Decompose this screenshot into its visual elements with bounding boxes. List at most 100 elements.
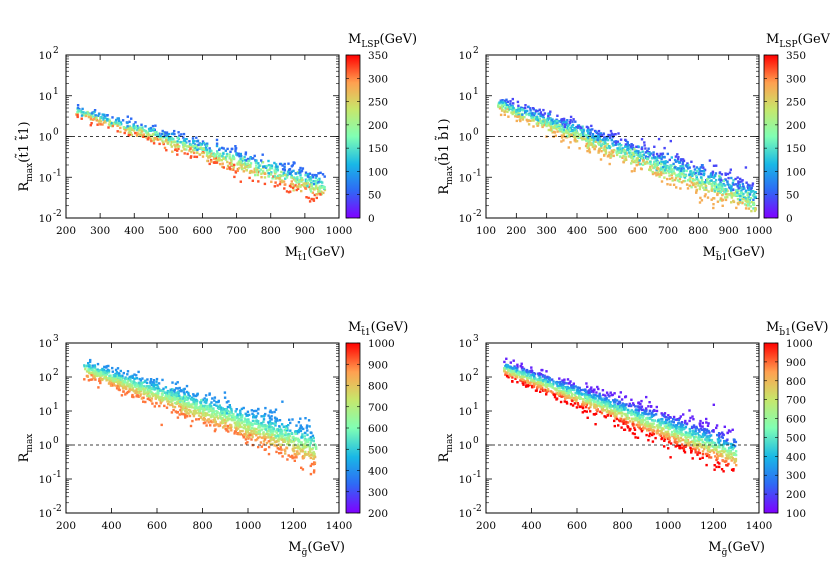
data-point xyxy=(669,159,671,161)
data-point xyxy=(700,166,702,168)
data-point xyxy=(675,186,677,188)
data-point xyxy=(671,177,673,179)
data-point xyxy=(251,409,253,411)
data-point xyxy=(292,436,294,438)
data-point xyxy=(240,155,242,157)
data-point xyxy=(307,182,309,184)
data-point xyxy=(234,422,236,424)
data-point xyxy=(248,414,250,416)
data-point xyxy=(267,414,269,416)
data-point xyxy=(279,163,281,165)
data-point xyxy=(85,115,87,117)
data-point xyxy=(239,426,241,428)
data-point xyxy=(257,174,259,176)
data-point xyxy=(540,111,542,113)
data-point xyxy=(223,157,225,159)
data-point xyxy=(184,395,186,397)
data-point xyxy=(170,143,172,145)
data-point xyxy=(577,125,579,127)
data-point xyxy=(277,435,279,437)
data-point xyxy=(574,402,576,404)
data-point xyxy=(244,420,246,422)
data-point xyxy=(713,165,715,167)
data-point xyxy=(727,177,729,179)
data-point xyxy=(702,167,704,169)
data-point xyxy=(720,179,722,181)
data-point xyxy=(547,113,549,115)
data-point xyxy=(177,131,179,133)
data-point xyxy=(169,404,171,406)
data-point xyxy=(285,447,287,449)
data-point xyxy=(253,430,255,432)
data-point xyxy=(283,187,285,189)
data-point xyxy=(587,126,589,128)
colorbar-tick-label: 150 xyxy=(786,143,806,155)
data-point xyxy=(315,446,317,448)
x-axis-label: Mg̃(GeV) xyxy=(288,540,345,558)
data-point xyxy=(646,157,648,159)
data-point xyxy=(740,187,742,189)
data-point xyxy=(94,378,96,380)
data-point xyxy=(88,116,90,118)
data-point xyxy=(229,151,231,153)
data-point xyxy=(625,156,627,158)
data-point xyxy=(247,426,249,428)
data-point xyxy=(310,432,312,434)
data-point xyxy=(184,152,186,154)
data-point xyxy=(304,439,306,441)
data-point xyxy=(100,117,102,119)
data-point xyxy=(630,143,632,145)
data-point xyxy=(296,189,298,191)
data-point xyxy=(126,383,128,385)
data-point xyxy=(599,138,601,140)
data-point xyxy=(316,193,318,195)
data-point xyxy=(643,154,645,156)
data-point xyxy=(277,177,279,179)
data-point xyxy=(169,397,171,399)
data-point xyxy=(196,407,198,409)
data-point xyxy=(750,210,752,212)
data-point xyxy=(285,431,287,433)
data-point xyxy=(504,114,506,116)
data-point xyxy=(240,416,242,418)
data-point xyxy=(220,411,222,413)
data-point xyxy=(641,168,643,170)
colorbar-tick-label: 1000 xyxy=(368,338,395,350)
data-point xyxy=(675,174,677,176)
data-point xyxy=(278,174,280,176)
data-point xyxy=(304,187,306,189)
data-point xyxy=(206,160,208,162)
data-point xyxy=(304,453,306,455)
y-tick-exponent: 1 xyxy=(53,87,59,97)
data-point xyxy=(593,413,595,415)
data-point xyxy=(644,147,646,149)
data-point xyxy=(83,378,85,380)
data-point xyxy=(710,179,712,181)
data-point xyxy=(600,158,602,160)
data-point xyxy=(236,408,238,410)
data-point xyxy=(710,173,712,175)
data-point xyxy=(109,121,111,123)
data-point xyxy=(217,401,219,403)
data-point xyxy=(304,174,306,176)
data-point xyxy=(299,186,301,188)
data-point xyxy=(255,160,257,162)
data-point xyxy=(280,449,282,451)
data-point xyxy=(602,139,604,141)
data-point xyxy=(699,188,701,190)
data-point xyxy=(108,369,110,371)
data-point xyxy=(309,449,311,451)
data-point xyxy=(296,185,298,187)
data-point xyxy=(689,170,691,172)
data-point xyxy=(740,180,742,182)
data-point xyxy=(514,115,516,117)
data-point xyxy=(151,402,153,404)
data-point xyxy=(578,147,580,149)
data-point xyxy=(262,433,264,435)
data-point xyxy=(743,187,745,189)
data-point xyxy=(569,121,571,123)
data-point xyxy=(251,157,253,159)
data-point xyxy=(681,173,683,175)
data-point xyxy=(170,389,172,391)
data-point xyxy=(617,143,619,145)
